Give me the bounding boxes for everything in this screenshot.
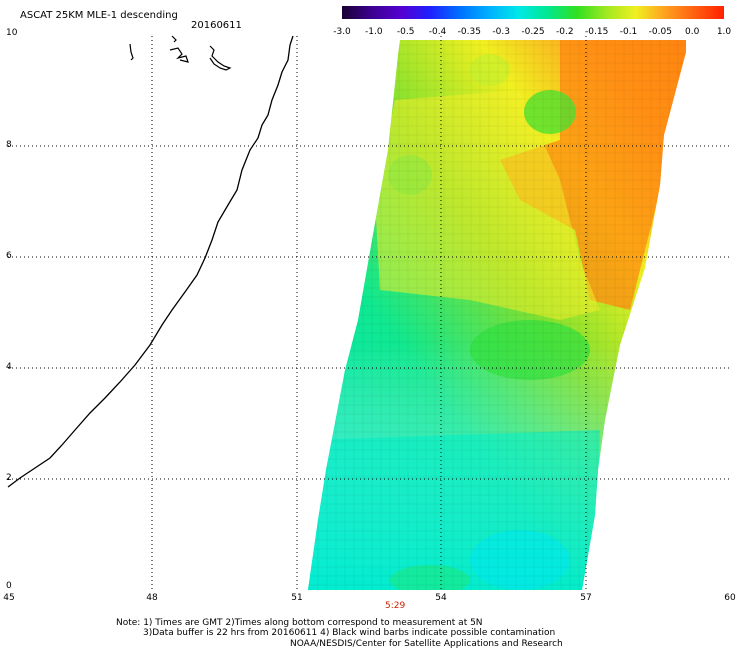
colorbar-tick-label: -3.0 xyxy=(333,27,351,37)
colorbar-tick-label: -0.2 xyxy=(556,27,574,37)
chart-title: ASCAT 25KM MLE-1 descending xyxy=(20,10,178,21)
x-tick-label: 51 xyxy=(291,593,303,603)
colorbar-tick-label: -0.1 xyxy=(619,27,638,37)
x-tick-label: 45 xyxy=(3,593,15,603)
note-line-3: NOAA/NESDIS/Center for Satellite Applica… xyxy=(290,639,563,649)
low-value-blob xyxy=(524,90,576,134)
colorbar-tick-label: -0.3 xyxy=(492,27,510,37)
y-tick-label: 2 xyxy=(6,473,12,483)
pass-time-label: 5:29 xyxy=(385,601,406,611)
y-tick-label: 10 xyxy=(6,28,18,38)
colorbar-tick-label: -0.4 xyxy=(428,27,447,37)
colorbar-tick-label: -0.35 xyxy=(457,27,481,37)
chart-date: 20160611 xyxy=(191,20,242,31)
colorbar xyxy=(342,6,724,19)
y-tick-label: 0 xyxy=(6,581,12,591)
high-value-region xyxy=(500,40,686,310)
colorbar-tick-label: -1.0 xyxy=(365,27,383,37)
x-tick-label: 57 xyxy=(580,593,592,603)
y-tick-label: 6 xyxy=(6,251,12,261)
colorbar-tick-label: 1.0 xyxy=(716,27,732,37)
x-tick-label: 54 xyxy=(435,593,447,603)
y-tick-label: 8 xyxy=(6,140,12,150)
coastline xyxy=(7,35,294,488)
x-tick-label: 60 xyxy=(724,593,736,603)
x-tick-label: 48 xyxy=(146,593,158,603)
grid-lines xyxy=(8,36,730,590)
islands xyxy=(129,35,232,71)
colorbar-tick-label: -0.05 xyxy=(648,27,672,37)
colorbar-tick-label: -0.15 xyxy=(585,27,609,37)
colorbar-tick-label: -0.25 xyxy=(521,27,545,37)
note-line-1: Note: 1) Times are GMT 2)Times along bot… xyxy=(116,618,483,628)
colorbar-tick-label: 0.0 xyxy=(684,27,700,37)
colorbar-tick-label: -0.5 xyxy=(396,27,415,37)
y-tick-label: 4 xyxy=(6,362,12,372)
note-line-2: 3)Data buffer is 22 hrs from 20160611 4)… xyxy=(143,628,556,638)
